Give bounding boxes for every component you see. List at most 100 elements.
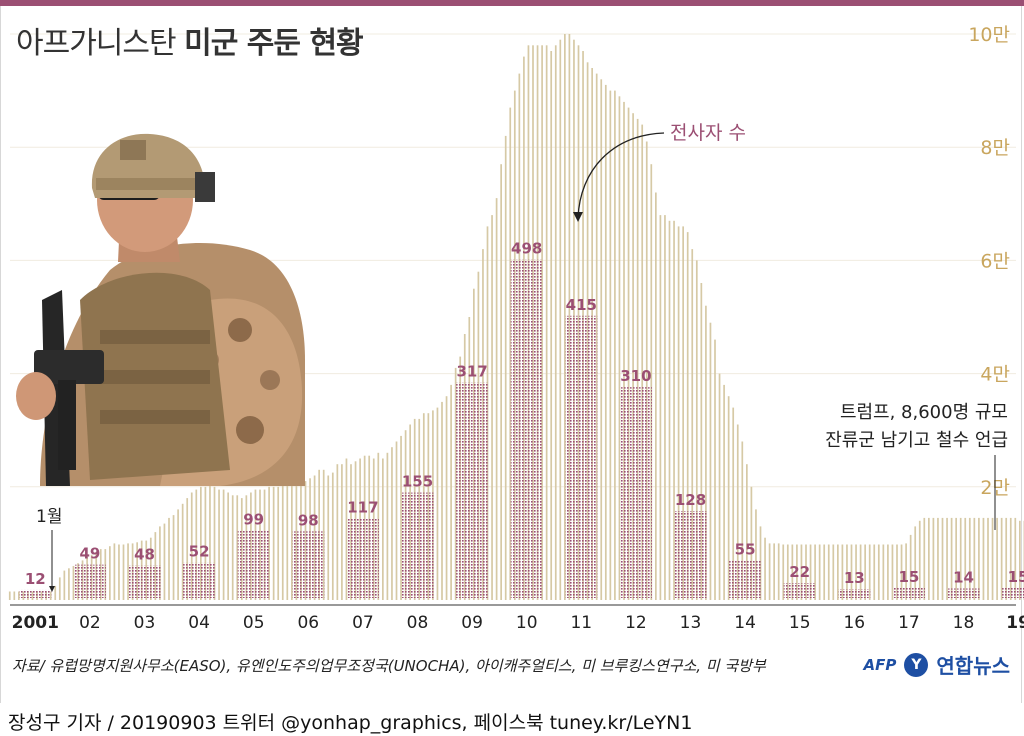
troop-bar	[641, 124, 644, 600]
troop-bar	[814, 544, 816, 600]
death-count-label: 55	[735, 541, 756, 559]
troop-bar	[695, 260, 698, 600]
troop-bar	[195, 489, 198, 600]
troop-bar	[190, 492, 193, 600]
troop-bar	[272, 486, 275, 600]
source-note: 자료/ 유럽망명지원사무소(EASO), 유엔인도주의업무조정국(UNOCHA)…	[12, 657, 766, 675]
x-tick-label: 05	[243, 613, 265, 633]
troop-bar	[905, 543, 907, 600]
troop-bar	[896, 544, 898, 600]
troop-bar	[850, 544, 853, 600]
death-dots	[292, 531, 325, 598]
troop-bar	[818, 544, 821, 600]
x-tick-label: 16	[843, 613, 865, 633]
death-count-label: 128	[675, 491, 706, 509]
death-dots	[19, 589, 52, 598]
troop-bar	[682, 226, 684, 600]
troop-bar	[181, 503, 184, 600]
troop-bar	[627, 107, 630, 600]
troop-bar	[222, 489, 225, 600]
x-tick-label: 13	[680, 613, 702, 633]
death-count-label: 48	[134, 545, 155, 563]
death-count-label: 498	[511, 239, 542, 257]
chart-title: 아프가니스탄 미군 주둔 현황	[16, 18, 364, 62]
troop-bar	[113, 543, 116, 600]
troop-bar	[773, 543, 775, 600]
troop-bar	[868, 544, 871, 600]
troop-bar	[277, 486, 280, 600]
x-tick-label: 10	[516, 613, 538, 633]
death-count-label: 12	[25, 570, 46, 588]
death-dots	[947, 588, 980, 598]
troop-bar	[946, 517, 948, 600]
y-tick-label: 4만	[980, 364, 1010, 386]
troop-bar	[764, 537, 766, 600]
chart-frame	[0, 6, 1022, 703]
troop-bar	[200, 486, 202, 600]
troop-bar	[782, 544, 785, 600]
troop-bar	[291, 478, 293, 600]
troop-bar	[236, 495, 239, 600]
x-tick-label: 02	[79, 613, 101, 633]
troop-bar	[718, 373, 721, 600]
troop-bar	[336, 464, 339, 600]
y-tick-label: 10만	[968, 24, 1010, 46]
troop-bar	[796, 544, 798, 600]
troop-bar	[955, 517, 957, 600]
troop-bar	[837, 544, 839, 600]
troop-bar	[928, 517, 930, 600]
troop-bar	[54, 585, 57, 600]
january-arrowhead-icon	[49, 586, 55, 592]
deaths-annotation-label: 전사자 수	[670, 122, 746, 144]
troop-bar	[172, 515, 175, 600]
troop-bar	[341, 464, 343, 600]
troop-bar	[231, 495, 234, 600]
troop-bar	[987, 517, 989, 600]
troop-bar	[177, 509, 179, 600]
troop-bar	[664, 215, 666, 600]
troop-bar	[827, 544, 830, 600]
troop-bar	[109, 546, 111, 600]
x-tick-label: 14	[734, 613, 756, 633]
troop-bar	[673, 220, 675, 601]
soldier-illustration	[16, 133, 305, 486]
troop-bar	[450, 384, 452, 600]
death-count-label: 99	[243, 511, 264, 529]
troop-bar	[705, 305, 707, 600]
death-count-label: 317	[456, 362, 487, 380]
death-count-label: 13	[844, 569, 865, 587]
death-dots	[183, 562, 216, 598]
troop-bar	[755, 509, 757, 600]
y-tick-label: 8만	[980, 137, 1010, 159]
troop-bar	[736, 424, 739, 600]
x-tick-label: 04	[188, 613, 210, 633]
x-tick-label: 18	[953, 613, 975, 633]
troop-bar	[623, 101, 625, 601]
byline: 장성구 기자 / 20190903 트위터 @yonhap_graphics, …	[8, 712, 693, 734]
troop-bar	[604, 84, 607, 600]
troop-bar	[996, 517, 998, 600]
troop-bar	[18, 591, 20, 600]
deaths-annotation-arrow	[577, 132, 665, 219]
trump-annotation-line2: 잔류군 남기고 철수 언급	[825, 430, 1008, 451]
troop-bar	[8, 591, 11, 600]
troop-bar	[941, 517, 944, 600]
x-tick-label: 09	[461, 613, 483, 633]
troop-bar	[68, 568, 70, 600]
january-label: 1월	[36, 507, 62, 527]
x-tick-label: 03	[134, 613, 156, 633]
troop-bar	[686, 232, 689, 600]
troop-bar	[841, 544, 844, 600]
troop-bar	[491, 215, 493, 600]
troop-bar	[805, 544, 807, 600]
troop-bar	[746, 464, 748, 600]
troop-bar	[937, 517, 939, 600]
troop-bar	[709, 322, 712, 600]
troop-bar	[950, 517, 953, 600]
x-tick-label: 11	[570, 613, 592, 633]
troop-bar	[632, 113, 634, 600]
x-axis-labels: 2001 02 03 04 05 06 07 08 09 10 11 12 13 14 15 16 17 18 19	[12, 613, 1024, 633]
troop-bar	[982, 517, 985, 600]
troop-bar	[227, 492, 229, 600]
troop-bar	[559, 39, 562, 600]
